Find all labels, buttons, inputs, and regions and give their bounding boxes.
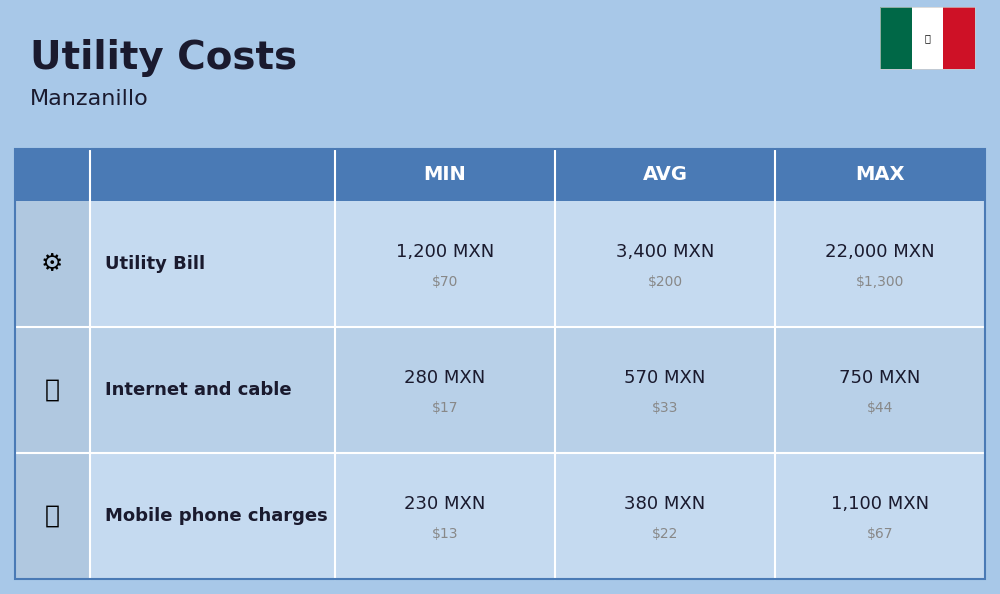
FancyBboxPatch shape: [15, 201, 90, 327]
Text: $67: $67: [867, 527, 893, 541]
FancyBboxPatch shape: [775, 327, 985, 453]
Text: 750 MXN: 750 MXN: [839, 369, 921, 387]
FancyBboxPatch shape: [555, 327, 775, 453]
Text: Utility Bill: Utility Bill: [105, 255, 205, 273]
Text: Mobile phone charges: Mobile phone charges: [105, 507, 328, 525]
Text: $33: $33: [652, 401, 678, 415]
FancyBboxPatch shape: [335, 327, 555, 453]
Text: 280 MXN: 280 MXN: [404, 369, 486, 387]
Text: $200: $200: [647, 275, 683, 289]
FancyBboxPatch shape: [880, 7, 912, 69]
FancyBboxPatch shape: [90, 453, 335, 579]
FancyBboxPatch shape: [90, 327, 335, 453]
FancyBboxPatch shape: [15, 327, 90, 453]
FancyBboxPatch shape: [555, 149, 775, 201]
FancyBboxPatch shape: [775, 149, 985, 201]
Text: 📱: 📱: [45, 504, 60, 528]
FancyBboxPatch shape: [555, 453, 775, 579]
FancyBboxPatch shape: [15, 453, 90, 579]
Text: $1,300: $1,300: [856, 275, 904, 289]
FancyBboxPatch shape: [335, 201, 555, 327]
Text: AVG: AVG: [642, 166, 688, 185]
FancyBboxPatch shape: [335, 453, 555, 579]
FancyBboxPatch shape: [555, 201, 775, 327]
Text: MAX: MAX: [855, 166, 905, 185]
FancyBboxPatch shape: [15, 149, 90, 201]
Text: 📶: 📶: [45, 378, 60, 402]
Text: 1,100 MXN: 1,100 MXN: [831, 495, 929, 513]
FancyBboxPatch shape: [90, 201, 335, 327]
Text: MIN: MIN: [424, 166, 466, 185]
Text: 230 MXN: 230 MXN: [404, 495, 486, 513]
Text: $17: $17: [432, 401, 458, 415]
Text: $44: $44: [867, 401, 893, 415]
Text: $13: $13: [432, 527, 458, 541]
FancyBboxPatch shape: [943, 7, 975, 69]
Text: $70: $70: [432, 275, 458, 289]
FancyBboxPatch shape: [335, 149, 555, 201]
Text: Internet and cable: Internet and cable: [105, 381, 292, 399]
Text: Manzanillo: Manzanillo: [30, 89, 149, 109]
Text: Utility Costs: Utility Costs: [30, 39, 297, 77]
FancyBboxPatch shape: [775, 453, 985, 579]
Text: 22,000 MXN: 22,000 MXN: [825, 243, 935, 261]
Text: 380 MXN: 380 MXN: [624, 495, 706, 513]
Text: 🦅: 🦅: [925, 33, 930, 43]
Text: $22: $22: [652, 527, 678, 541]
FancyBboxPatch shape: [775, 201, 985, 327]
Text: 3,400 MXN: 3,400 MXN: [616, 243, 714, 261]
Text: 1,200 MXN: 1,200 MXN: [396, 243, 494, 261]
FancyBboxPatch shape: [912, 7, 943, 69]
Text: ⚙️: ⚙️: [41, 252, 64, 276]
FancyBboxPatch shape: [90, 149, 335, 201]
Text: 570 MXN: 570 MXN: [624, 369, 706, 387]
